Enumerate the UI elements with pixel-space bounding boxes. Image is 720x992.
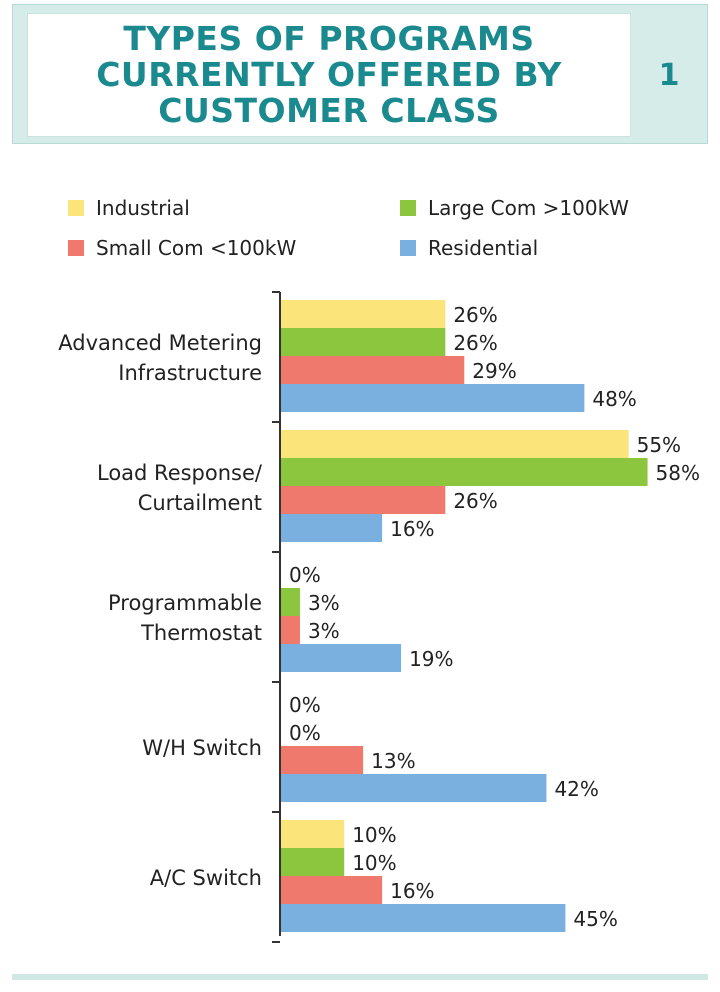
bar-large-com-100kw-1 bbox=[281, 458, 648, 486]
bottom-divider bbox=[12, 974, 708, 980]
data-label-residential-3: 42% bbox=[554, 777, 598, 801]
bar-small-com-100kw-3 bbox=[281, 746, 364, 774]
data-label-large-com-100kw-3: 0% bbox=[289, 721, 321, 745]
category-label-load-response-curtailment: Load Response/ bbox=[97, 461, 263, 485]
bar-residential-1 bbox=[281, 514, 383, 542]
data-label-large-com-100kw-0: 26% bbox=[453, 331, 497, 355]
data-label-residential-2: 19% bbox=[409, 647, 453, 671]
category-label-w-h-switch: W/H Switch bbox=[142, 736, 262, 760]
data-label-small-com-100kw-4: 16% bbox=[390, 879, 434, 903]
legend-swatch-industrial bbox=[68, 200, 84, 216]
data-label-industrial-1: 55% bbox=[637, 433, 681, 457]
legend-swatch-large-com-100kw bbox=[400, 200, 416, 216]
category-label-advanced-metering-infrastructure: Infrastructure bbox=[118, 361, 262, 385]
data-label-small-com-100kw-2: 3% bbox=[308, 619, 340, 643]
category-label-programmable-thermostat: Thermostat bbox=[140, 621, 262, 645]
bar-residential-0 bbox=[281, 384, 585, 412]
bar-residential-4 bbox=[281, 904, 566, 932]
figure-number: 1 bbox=[658, 57, 680, 93]
bar-residential-3 bbox=[281, 774, 547, 802]
legend-label-industrial: Industrial bbox=[96, 196, 190, 220]
category-label-programmable-thermostat: Programmable bbox=[108, 591, 262, 615]
data-label-industrial-0: 26% bbox=[453, 303, 497, 327]
title-box: TYPES OF PROGRAMS CURRENTLY OFFERED BY C… bbox=[27, 13, 631, 137]
bar-industrial-0 bbox=[281, 300, 446, 328]
bar-small-com-100kw-0 bbox=[281, 356, 465, 384]
data-label-large-com-100kw-4: 10% bbox=[352, 851, 396, 875]
data-label-industrial-3: 0% bbox=[289, 693, 321, 717]
category-label-a-c-switch: A/C Switch bbox=[150, 866, 262, 890]
data-label-large-com-100kw-1: 58% bbox=[656, 461, 700, 485]
bar-industrial-4 bbox=[281, 820, 345, 848]
bar-industrial-1 bbox=[281, 430, 629, 458]
bar-large-com-100kw-4 bbox=[281, 848, 345, 876]
legend-label-residential: Residential bbox=[428, 236, 538, 260]
data-label-small-com-100kw-3: 13% bbox=[371, 749, 415, 773]
category-label-load-response-curtailment: Curtailment bbox=[138, 491, 262, 515]
data-label-residential-0: 48% bbox=[592, 387, 636, 411]
bar-large-com-100kw-0 bbox=[281, 328, 446, 356]
bar-small-com-100kw-2 bbox=[281, 616, 300, 644]
data-label-residential-4: 45% bbox=[573, 907, 617, 931]
category-label-advanced-metering-infrastructure: Advanced Metering bbox=[58, 331, 262, 355]
bar-small-com-100kw-4 bbox=[281, 876, 383, 904]
legend-swatch-small-com-100kw bbox=[68, 240, 84, 256]
data-label-residential-1: 16% bbox=[390, 517, 434, 541]
legend-label-small-com-100kw: Small Com <100kW bbox=[96, 236, 296, 260]
chart-title: TYPES OF PROGRAMS CURRENTLY OFFERED BY C… bbox=[96, 19, 562, 130]
bar-small-com-100kw-1 bbox=[281, 486, 446, 514]
data-label-large-com-100kw-2: 3% bbox=[308, 591, 340, 615]
data-label-small-com-100kw-0: 29% bbox=[472, 359, 516, 383]
data-label-small-com-100kw-1: 26% bbox=[453, 489, 497, 513]
bar-large-com-100kw-2 bbox=[281, 588, 300, 616]
data-label-industrial-4: 10% bbox=[352, 823, 396, 847]
data-label-industrial-2: 0% bbox=[289, 563, 321, 587]
title-banner: TYPES OF PROGRAMS CURRENTLY OFFERED BY C… bbox=[12, 4, 708, 144]
legend-label-large-com-100kw: Large Com >100kW bbox=[428, 196, 629, 220]
bar-residential-2 bbox=[281, 644, 402, 672]
legend-swatch-residential bbox=[400, 240, 416, 256]
